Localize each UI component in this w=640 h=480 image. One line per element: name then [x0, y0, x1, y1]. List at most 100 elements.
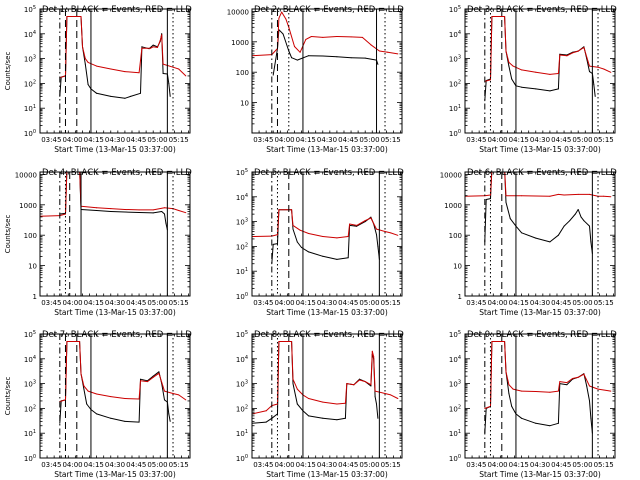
series-segment — [549, 193, 559, 197]
y-tick-label: 10 — [240, 100, 249, 108]
plot-frame — [39, 171, 191, 297]
series-group — [252, 11, 399, 76]
series-segment — [390, 232, 399, 236]
x-tick-label: 04:00 — [487, 299, 507, 307]
series-segment — [83, 385, 89, 392]
series-segment — [164, 390, 174, 394]
series-segment — [511, 78, 517, 87]
series-segment — [124, 71, 140, 74]
series-segment — [512, 388, 523, 392]
series-segment — [96, 210, 112, 212]
series-segment — [178, 210, 187, 214]
series-segment — [291, 341, 294, 380]
series-segment — [162, 73, 168, 75]
series-segment — [336, 257, 349, 260]
x-tick-label: 05:15 — [594, 461, 614, 469]
series-segment — [292, 228, 298, 243]
series-segment — [566, 378, 573, 384]
series-segment — [87, 84, 92, 90]
x-tick-label: 05:15 — [381, 136, 401, 144]
y-tick-label: 103 — [24, 380, 36, 389]
series-segment — [549, 73, 559, 75]
x-axis-label: Start Time (13-Mar-15 03:37:00) — [479, 470, 601, 479]
series-segment — [305, 36, 312, 40]
series-segment — [359, 379, 366, 383]
events-series — [484, 172, 593, 254]
series-segment — [138, 380, 141, 400]
series-segment — [278, 11, 283, 19]
series-segment — [566, 378, 573, 386]
series-segment — [577, 47, 585, 52]
x-tick-label: 05:00 — [572, 299, 592, 307]
series-segment — [140, 380, 148, 383]
y-tick-label: 10000 — [227, 8, 249, 16]
series-segment — [296, 403, 304, 412]
x-tick-label: 03:45 — [466, 136, 486, 144]
series-segment — [288, 50, 293, 59]
x-tick-label: 04:30 — [317, 299, 337, 307]
series-segment — [152, 371, 160, 377]
series-segment — [505, 371, 510, 386]
y-tick-label: 10 — [453, 263, 462, 271]
series-segment — [178, 68, 187, 77]
series-segment — [390, 394, 399, 399]
series-segment — [484, 194, 491, 197]
x-axis-label: Start Time (13-Mar-15 03:37:00) — [54, 470, 176, 479]
series-segment — [152, 46, 158, 48]
series-segment — [376, 228, 386, 232]
series-group — [40, 172, 187, 231]
detector-panel-9: 100 101 102 103 104 105 03:45 04:00 04:15 04:30 04… — [449, 330, 617, 479]
x-tick-label: 04:00 — [274, 136, 294, 144]
y-tick-label: 104 — [24, 30, 36, 39]
series-segment — [535, 71, 551, 75]
series-segment — [508, 384, 514, 390]
series-segment — [378, 50, 389, 53]
x-axis-label: Start Time (13-Mar-15 03:37:00) — [479, 145, 601, 154]
events-series — [484, 341, 593, 434]
lld-series — [465, 172, 612, 198]
series-segment — [271, 243, 274, 265]
series-segment — [535, 88, 551, 92]
series-segment — [364, 217, 372, 222]
y-tick-label: 102 — [449, 404, 461, 413]
x-tick-label: 05:00 — [359, 136, 379, 144]
y-tick-label: 100 — [24, 454, 36, 463]
x-tick-label: 04:45 — [338, 299, 358, 307]
series-segment — [59, 213, 66, 217]
panel-title: Det 9: BLACK = Events, RED = LLD — [467, 330, 617, 340]
series-segment — [580, 216, 585, 222]
series-segment — [124, 211, 140, 213]
events-series — [59, 172, 168, 231]
series-segment — [589, 225, 592, 243]
series-segment — [589, 385, 599, 390]
series-segment — [505, 50, 510, 63]
x-tick-label: 03:45 — [466, 461, 486, 469]
panel-title: Det 7: BLACK = Events, RED = LLD — [42, 330, 192, 340]
series-segment — [504, 16, 507, 52]
x-tick-label: 04:45 — [338, 461, 358, 469]
x-tick-label: 04:45 — [551, 299, 571, 307]
y-tick-label: 1 — [33, 293, 37, 301]
y-tick-label: 103 — [24, 55, 36, 64]
y-tick-label: 1000 — [231, 39, 249, 47]
series-segment — [96, 413, 112, 419]
x-tick-label: 03:45 — [253, 299, 273, 307]
y-tick-label: 1000 — [444, 202, 462, 210]
y-tick-label: 103 — [449, 55, 461, 64]
series-segment — [364, 381, 372, 386]
x-tick-label: 04:15 — [84, 461, 104, 469]
x-tick-label: 03:45 — [41, 461, 61, 469]
detector-panel-6: 1 10 100 1000 10000 03:45 04:00 04:15 04:30 04:45… — [440, 168, 618, 317]
series-segment — [356, 220, 366, 226]
series-segment — [278, 29, 284, 35]
y-tick-label: 104 — [449, 30, 461, 39]
series-segment — [292, 378, 298, 390]
y-tick-label: 102 — [24, 79, 36, 88]
series-segment — [140, 378, 148, 382]
series-segment — [124, 95, 132, 99]
y-tick-label: 105 — [449, 330, 461, 339]
x-tick-label: 04:45 — [126, 461, 146, 469]
series-segment — [557, 383, 561, 424]
series-segment — [84, 58, 89, 63]
